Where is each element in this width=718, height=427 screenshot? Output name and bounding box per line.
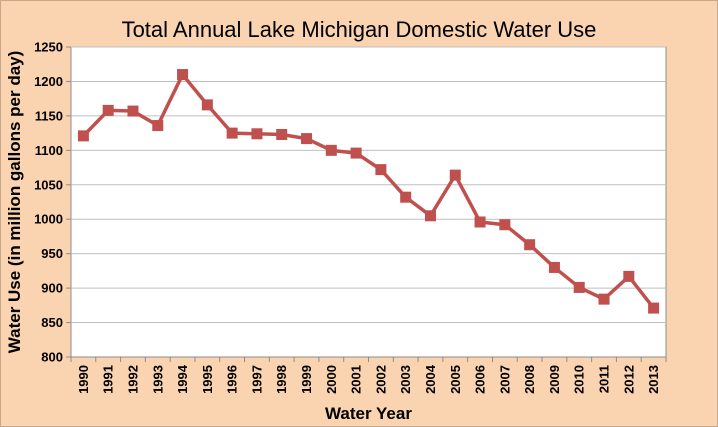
x-tick-label: 2009	[547, 365, 562, 394]
x-tick-label: 1995	[200, 365, 215, 394]
y-tick-label: 900	[41, 281, 63, 296]
data-point	[226, 127, 238, 139]
plot-area	[70, 46, 667, 358]
series-layer	[77, 69, 660, 314]
x-tick-label: 2003	[398, 365, 413, 394]
data-point	[449, 169, 461, 181]
y-tick-label: 1150	[35, 108, 63, 123]
data-point	[325, 144, 337, 156]
data-point	[573, 281, 585, 293]
x-tick-label: 1992	[125, 365, 140, 394]
x-tick-label: 1990	[76, 365, 91, 394]
x-tick-label: 2008	[522, 365, 537, 394]
x-tick-label: 2011	[597, 365, 612, 393]
data-point	[375, 164, 387, 176]
y-tick-label: 1250	[34, 40, 63, 55]
x-tick-label: 1997	[249, 365, 264, 394]
x-tick-label: 2010	[572, 365, 587, 394]
x-tick-label: 2006	[473, 365, 488, 394]
x-axis-label: Water Year	[325, 404, 412, 423]
x-tick-label: 1999	[299, 365, 314, 394]
x-tick-label: 1993	[150, 365, 165, 394]
data-point	[623, 270, 635, 282]
x-tick-label: 1994	[175, 364, 190, 394]
data-point	[276, 128, 288, 140]
data-point	[598, 293, 610, 305]
y-tick-label: 1200	[34, 74, 63, 89]
data-point	[548, 261, 560, 273]
data-point	[499, 219, 511, 231]
y-tick-label: 1000	[34, 212, 63, 227]
data-point	[152, 120, 164, 132]
x-tick-label: 1996	[225, 365, 240, 394]
data-point	[77, 130, 89, 142]
x-tick-label: 2000	[324, 365, 339, 394]
data-point	[177, 69, 189, 81]
data-point	[350, 147, 362, 159]
data-point	[127, 105, 139, 117]
y-tick-label: 850	[41, 315, 63, 330]
x-tick-label: 2005	[448, 365, 463, 394]
y-tick-label: 1050	[34, 177, 63, 192]
data-point	[424, 210, 436, 222]
data-point	[524, 239, 536, 251]
y-tick-label: 950	[41, 246, 63, 261]
x-tick-label: 1998	[274, 365, 289, 394]
x-axis-ticks: 1990 1991 1992 1993 1994 1995 1996 1997 1998 1999…	[70, 357, 667, 394]
data-point	[474, 216, 486, 228]
y-axis-ticks: 800 850 900 950 1000 1050 1100 1150 1200 1250	[34, 40, 71, 365]
y-tick-label: 800	[41, 350, 63, 365]
x-tick-label: 2007	[497, 365, 512, 394]
data-point	[301, 133, 313, 145]
x-tick-label: 2012	[621, 365, 636, 394]
x-tick-label: 2004	[423, 364, 438, 394]
y-axis-label: Water Use (in million gallons per day)	[5, 51, 24, 354]
x-tick-label: 2013	[646, 365, 661, 394]
x-tick-label: 2002	[373, 365, 388, 394]
data-point	[251, 128, 263, 140]
x-tick-label: 2001	[349, 365, 364, 394]
chart-title: Total Annual Lake Michigan Domestic Wate…	[122, 17, 597, 42]
data-point	[400, 191, 412, 203]
data-point	[648, 302, 660, 314]
data-point	[102, 104, 114, 116]
y-tick-label: 1100	[35, 143, 63, 158]
data-point	[201, 99, 213, 111]
x-tick-label: 1991	[101, 365, 116, 394]
